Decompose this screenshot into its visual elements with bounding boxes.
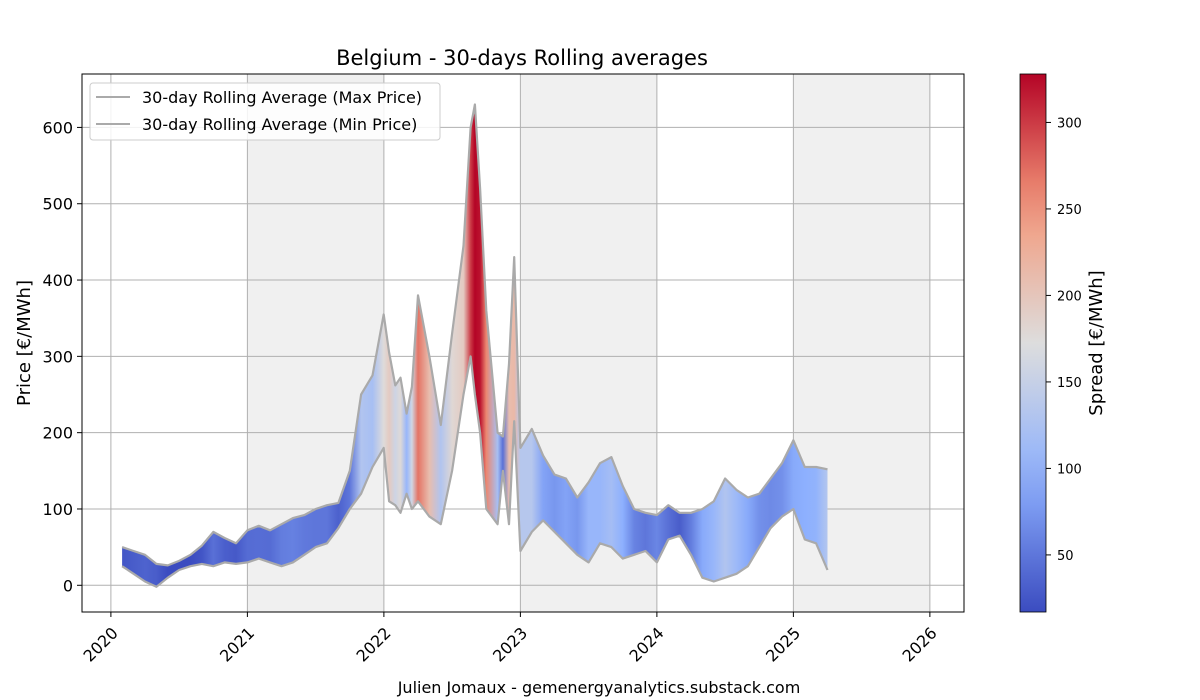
legend-label-max: 30-day Rolling Average (Max Price) [142, 88, 422, 107]
plot-frame [81, 73, 965, 613]
y-tick-label-300: 300 [42, 347, 73, 366]
colorbar-tick-label-50: 50 [1057, 549, 1074, 564]
x-axis-ticks: 2020 2021 2022 2023 2024 2025 2026 [79, 612, 941, 666]
legend-box [89, 82, 441, 141]
x-tick-label-2025: 2025 [762, 623, 804, 665]
chart-title: Belgium - 30-days Rolling averages [336, 46, 708, 70]
y-tick-label-200: 200 [42, 424, 73, 443]
y-tick-label-400: 400 [42, 271, 73, 290]
colorbar-tick-label-100: 100 [1057, 462, 1082, 477]
colorbar-gradient [1019, 73, 1047, 613]
y-axis-label: Price [€/MWh] [14, 280, 35, 406]
x-tick-label-2026: 2026 [898, 623, 940, 665]
max-price-line [121, 103, 828, 567]
y-axis-ticks: 0 100 200 300 400 500 600 [42, 118, 82, 595]
y-tick-label-500: 500 [42, 195, 73, 214]
colorbar-label: Spread [€/MWh] [1086, 270, 1107, 415]
y-tick-label-0: 0 [63, 576, 73, 595]
colorbar-tick-label-150: 150 [1057, 376, 1082, 391]
colorbar-tick-label-250: 250 [1057, 203, 1082, 218]
colorbar-ticks: 50 100 150 200 250 300 [1046, 116, 1082, 564]
x-tick-label-2022: 2022 [352, 623, 394, 665]
spread-area [122, 104, 828, 587]
x-tick-label-2024: 2024 [625, 623, 667, 665]
colorbar: 50 100 150 200 250 300 Spread [€/MWh] [1019, 73, 1107, 613]
x-tick-label-2021: 2021 [216, 623, 258, 665]
grid-lines [82, 74, 964, 612]
credit-text: Julien Jomaux - gemenergyanalytics.subst… [397, 678, 801, 697]
legend-label-min: 30-day Rolling Average (Min Price) [142, 115, 417, 134]
colorbar-tick-label-200: 200 [1057, 289, 1082, 304]
y-tick-label-600: 600 [42, 118, 73, 137]
year-shading-bands [247, 74, 930, 612]
colorbar-tick-label-300: 300 [1057, 116, 1082, 131]
x-tick-label-2020: 2020 [79, 623, 121, 665]
min-price-line [121, 355, 829, 588]
x-tick-label-2023: 2023 [489, 623, 531, 665]
legend: 30-day Rolling Average (Max Price) 30-da… [89, 82, 441, 141]
y-tick-label-100: 100 [42, 500, 73, 519]
